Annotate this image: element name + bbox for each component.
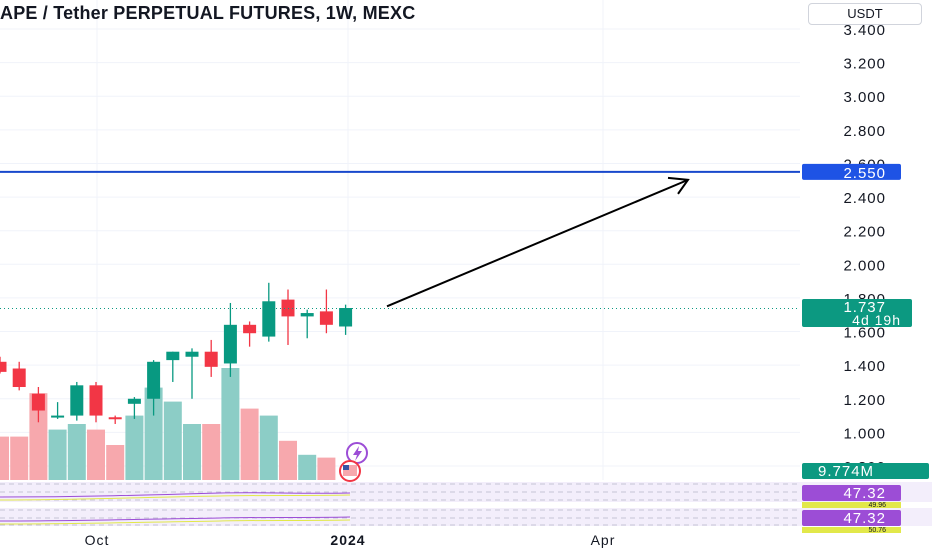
price-tick-label: 3.400 xyxy=(843,22,886,39)
indicator-2-label-box xyxy=(802,510,901,526)
volume-bar xyxy=(125,415,144,480)
candle-body xyxy=(12,368,26,388)
candle-body xyxy=(127,398,141,404)
indicator-panes xyxy=(0,482,932,526)
volume-bar xyxy=(259,415,278,480)
candle-body xyxy=(166,351,180,361)
level-price-label-box xyxy=(802,163,901,180)
price-axis[interactable]: 3.4003.2003.0002.8002.6002.4002.2002.000… xyxy=(800,0,932,480)
indicator-2-secondary-value: 50.76 xyxy=(868,527,886,534)
indicator-pane-1 xyxy=(0,482,932,502)
indicator-pane-2 xyxy=(0,508,932,526)
candle-body xyxy=(89,385,103,416)
volume-bar xyxy=(240,408,259,480)
price-tick-label: 1.200 xyxy=(843,392,886,409)
volume-bar xyxy=(144,387,163,480)
volume-bar xyxy=(29,393,48,480)
candle-body xyxy=(185,351,199,357)
volume-label: 9.774M xyxy=(818,463,874,480)
indicator-2-secondary-box xyxy=(802,527,901,533)
indicator-signal-line xyxy=(0,494,351,501)
indicator-signal-line xyxy=(0,519,351,525)
candle-body xyxy=(262,301,276,337)
price-tick-label: 2.200 xyxy=(843,224,886,241)
arrow-shaft[interactable] xyxy=(386,178,689,308)
price-tick-label: 3.000 xyxy=(843,89,886,106)
indicator-1-label-box xyxy=(802,485,901,501)
candle-body xyxy=(51,415,65,418)
candle-body xyxy=(300,313,314,317)
volume-bar xyxy=(183,424,201,480)
volume-bar xyxy=(163,401,182,480)
volume-bar xyxy=(10,436,29,480)
price-tick-label: 2.000 xyxy=(843,257,886,274)
lightning-bolt-icon xyxy=(353,446,362,461)
arrow-head[interactable] xyxy=(667,176,690,195)
volume-bars xyxy=(0,368,336,480)
volume-bar xyxy=(298,454,317,480)
time-axis: Oct 2024 Apr xyxy=(85,532,616,548)
chart-title: APE / Tether PERPETUAL FUTURES, 1W, MEXC xyxy=(0,3,416,23)
candle-body xyxy=(243,324,257,334)
event-icons[interactable] xyxy=(339,442,368,482)
indicator-1-secondary-box xyxy=(802,502,901,508)
time-tick-label: 2024 xyxy=(330,532,365,548)
grid-lines xyxy=(0,0,800,480)
countdown-label: 4d 19h xyxy=(852,312,901,328)
flag-canton-icon xyxy=(343,465,349,470)
candle-body xyxy=(70,385,84,416)
time-tick-label: Apr xyxy=(591,532,616,548)
volume-bar xyxy=(48,429,67,480)
indicator-2-value: 47.32 xyxy=(843,510,886,527)
volume-label-box xyxy=(802,463,929,479)
volume-bar xyxy=(0,436,9,480)
time-tick-label: Oct xyxy=(85,532,110,548)
indicator-line xyxy=(0,516,351,522)
volume-bar xyxy=(67,424,86,480)
candle-body xyxy=(0,361,7,372)
candle-body xyxy=(339,308,353,327)
price-tick-label: 2.400 xyxy=(843,190,886,207)
price-tick-label: 1.600 xyxy=(843,325,886,342)
volume-bar xyxy=(279,440,297,480)
flag-body-icon xyxy=(343,465,357,476)
price-tick-label: 1.400 xyxy=(843,358,886,375)
current-price-label-box xyxy=(802,299,912,327)
volume-bar xyxy=(87,429,105,480)
indicator-line xyxy=(0,492,351,498)
volume-bar xyxy=(221,368,240,480)
candle-body xyxy=(108,417,122,420)
volume-bar xyxy=(106,445,125,480)
candle-body xyxy=(319,311,333,325)
indicator-1-value: 47.32 xyxy=(843,485,886,502)
candle-body xyxy=(31,393,45,411)
price-tick-label: 1.000 xyxy=(843,425,886,442)
price-axis-background xyxy=(800,0,932,480)
volume-bar xyxy=(317,457,336,480)
currency-button[interactable]: USDT xyxy=(808,3,922,25)
annotation-arrow[interactable] xyxy=(386,176,690,308)
indicator-1-secondary-value: 49.96 xyxy=(868,502,886,509)
current-price-label: 1.737 xyxy=(843,299,886,316)
volume-bar xyxy=(202,424,221,480)
price-tick-label: 3.200 xyxy=(843,56,886,73)
candle-body xyxy=(281,299,295,317)
candles xyxy=(0,282,353,424)
price-tick-label: 2.800 xyxy=(843,123,886,140)
candle-body xyxy=(223,324,237,364)
level-price-label: 2.550 xyxy=(843,165,886,182)
candle-body xyxy=(204,351,218,367)
candle-body xyxy=(147,361,161,399)
